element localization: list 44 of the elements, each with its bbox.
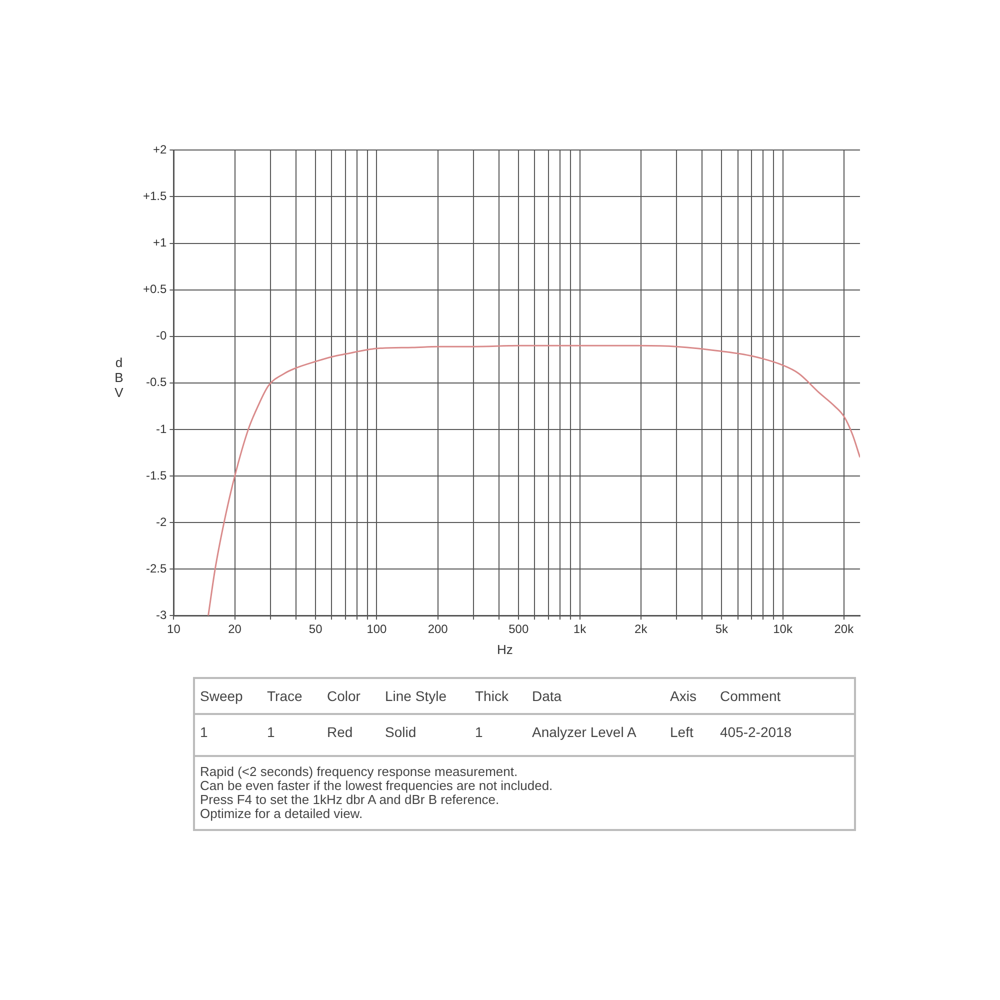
- x-tick-label: 5k: [715, 622, 730, 636]
- text: Press F4 to set the 1kHz dbr A and dBr B reference.: [200, 792, 500, 807]
- y-tick-label: +1.5: [142, 189, 167, 204]
- y-tick-label: -2.5: [146, 561, 168, 576]
- y-tick-label: +0.5: [142, 282, 167, 296]
- y-tick-label: -0.5: [146, 375, 168, 390]
- text: Left: [670, 724, 694, 740]
- text: Axis: [670, 688, 696, 704]
- text: Optimize for a detailed view.: [200, 806, 364, 821]
- text: Can be even faster if the lowest frequencies are not included.: [200, 778, 554, 793]
- x-tick-label: 10: [167, 622, 181, 636]
- x-tick-label: 10k: [773, 622, 794, 636]
- text: 1: [200, 724, 208, 740]
- y-tick-label: -2: [156, 514, 168, 529]
- y-axis-title: dBV: [114, 355, 124, 400]
- text: Red: [327, 724, 353, 740]
- x-tick-label: 200: [428, 622, 448, 636]
- text: 405-2-2018: [720, 724, 792, 740]
- text: Solid: [385, 724, 416, 740]
- x-tick-label: 20: [228, 622, 242, 636]
- text: Rapid (<2 seconds) frequency response measurement.: [200, 764, 519, 779]
- text: Analyzer Level A: [532, 724, 636, 740]
- x-tick-label: 100: [366, 622, 388, 636]
- text: 1: [475, 724, 483, 740]
- text: Line Style: [385, 688, 446, 704]
- x-tick-label: 1k: [573, 622, 588, 636]
- y-tick-label: -0: [156, 328, 168, 343]
- y-tick-label: -1: [156, 422, 168, 436]
- text: Trace: [267, 688, 302, 704]
- x-tick-label: 50: [308, 622, 323, 636]
- x-axis-title: Hz: [497, 642, 513, 657]
- text: Comment: [720, 688, 781, 704]
- y-tick-label: +2: [153, 142, 168, 157]
- text: Data: [532, 688, 562, 704]
- y-tick-label: +1: [153, 236, 168, 250]
- y-tick-label: -1.5: [146, 468, 168, 482]
- text: 1: [267, 724, 275, 740]
- x-tick-label: 500: [508, 622, 529, 636]
- y-tick-label: -3: [156, 608, 168, 622]
- x-tick-label: 20k: [834, 622, 855, 636]
- x-tick-label: 2k: [634, 622, 648, 636]
- text: Color: [327, 688, 360, 704]
- text: Thick: [475, 688, 508, 704]
- text: Sweep: [200, 688, 243, 704]
